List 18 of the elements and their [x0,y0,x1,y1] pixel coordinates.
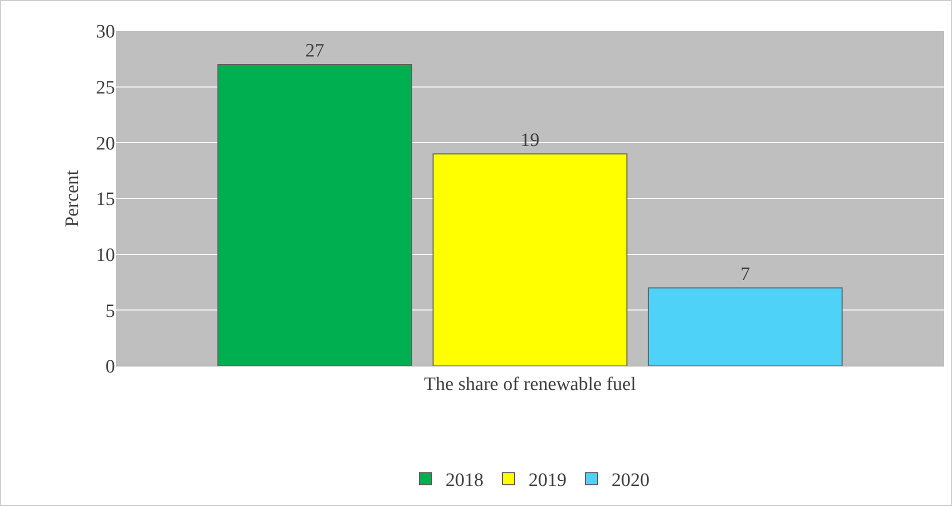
data-label: 7 [740,264,750,285]
y-tick-label: 20 [96,133,115,154]
data-label: 27 [305,40,324,62]
legend-label: 2018 [446,470,484,492]
x-tick-label: The share of renewable fuel [424,374,636,395]
bar [217,64,412,366]
bar [648,287,843,366]
y-tick-label: 5 [106,300,115,322]
y-tick-label: 30 [96,22,115,43]
bar [432,153,628,366]
y-tick-label: 25 [96,77,115,98]
legend-label: 2019 [528,470,566,492]
data-label: 19 [520,130,540,151]
legend-label: 2020 [612,470,650,492]
y-axis-title: Percent [62,169,83,227]
y-tick-label: 10 [96,244,115,266]
y-tick-label: 15 [96,189,115,210]
y-tick-label: 0 [106,356,115,378]
